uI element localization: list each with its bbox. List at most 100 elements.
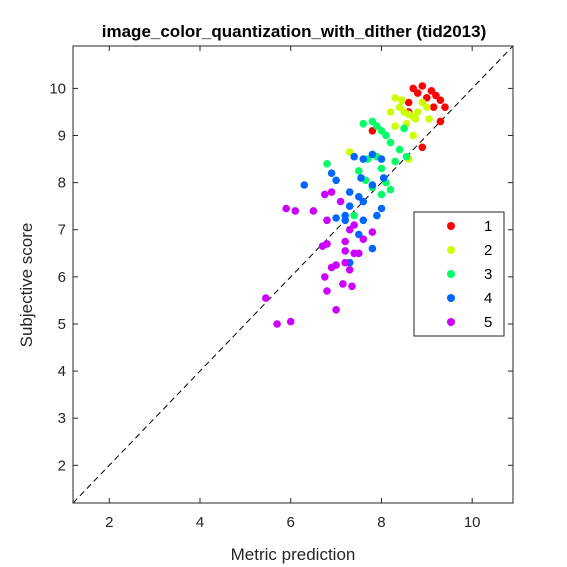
x-tick-label: 2 (105, 514, 113, 531)
tick-labels: 2 4 6 8 10 2 3 4 5 6 7 8 9 10 (49, 80, 480, 531)
data-point-series-5 (321, 190, 329, 199)
data-point-series-5 (345, 225, 354, 234)
data-point-series-2 (395, 103, 404, 111)
data-point-series-5 (341, 258, 350, 267)
y-axis-label: Subjective score (17, 223, 36, 348)
data-point-series-5 (321, 273, 329, 281)
x-axis-label: Metric prediction (231, 545, 356, 564)
data-point-series-4 (373, 211, 381, 220)
data-point-series-2 (423, 103, 431, 111)
data-point-series-2 (413, 108, 422, 116)
data-point-series-2 (411, 115, 420, 123)
y-tick-label: 6 (58, 269, 66, 286)
legend-marker-4 (447, 294, 455, 302)
data-point-series-2 (345, 148, 354, 156)
legend-entry-3: 3 (484, 266, 492, 283)
legend-box (413, 211, 505, 337)
data-point-series-2 (398, 96, 406, 104)
y-tick-label: 10 (49, 80, 66, 97)
data-point-series-1 (436, 96, 445, 104)
data-point-series-4 (377, 155, 386, 163)
data-point-series-4 (368, 181, 377, 189)
data-point-series-3 (377, 190, 386, 199)
x-tick-label: 8 (377, 514, 385, 531)
data-point-series-5 (286, 317, 295, 326)
y-tick-label: 9 (58, 128, 66, 145)
data-point-series-5 (348, 282, 356, 291)
data-point-series-4 (355, 193, 363, 201)
data-point-series-3 (395, 145, 404, 154)
y-tick-label: 7 (58, 222, 66, 239)
chart-title: image_color_quantization_with_dither (ti… (102, 22, 486, 41)
data-point-series-4 (332, 176, 340, 185)
data-point-series-2 (409, 131, 418, 140)
data-point-series-3 (386, 138, 395, 147)
data-point-series-3 (359, 119, 368, 128)
data-point-series-3 (355, 167, 363, 175)
data-point-series-5 (339, 280, 347, 288)
axes (72, 45, 514, 504)
data-point-series-3 (323, 160, 331, 168)
data-point-series-5 (273, 320, 281, 328)
data-point-series-5 (341, 247, 350, 255)
data-point-series-4 (379, 174, 388, 182)
legend-entry-1: 1 (484, 218, 492, 235)
data-point-series-5 (359, 235, 368, 243)
data-point-series-4 (368, 150, 377, 159)
data-point-series-4 (368, 244, 377, 253)
x-tick-label: 4 (196, 514, 204, 531)
data-point-series-1 (404, 98, 413, 107)
data-point-series-3 (386, 185, 395, 194)
data-point-series-5 (332, 306, 340, 314)
data-point-series-4 (332, 214, 340, 222)
data-point-series-5 (332, 261, 340, 269)
data-point-series-3 (391, 157, 399, 166)
data-point-series-4 (355, 230, 363, 239)
data-point-series-4 (359, 216, 368, 225)
data-point-series-5 (350, 221, 359, 229)
data-point-series-3 (373, 122, 381, 130)
data-point-series-2 (386, 108, 395, 116)
data-points (262, 82, 449, 328)
data-point-series-1 (423, 94, 431, 102)
data-point-series-4 (300, 181, 309, 189)
data-point-series-2 (391, 122, 399, 130)
data-point-series-2 (418, 98, 427, 107)
data-point-series-3 (377, 164, 386, 173)
data-point-series-1 (441, 103, 449, 111)
data-point-series-1 (432, 91, 440, 100)
data-point-series-5 (323, 216, 331, 225)
data-point-series-5 (323, 287, 331, 295)
data-point-series-5 (291, 207, 300, 215)
data-point-series-3 (377, 127, 386, 135)
legend-entry-2: 2 (484, 242, 492, 259)
legend-marker-3 (447, 270, 455, 278)
data-point-series-1 (429, 103, 438, 111)
data-point-series-1 (427, 87, 436, 95)
data-point-series-5 (368, 228, 377, 236)
legend-entry-4: 4 (484, 290, 492, 307)
y-tick-label: 2 (58, 457, 66, 474)
legend-entry-5: 5 (484, 314, 492, 331)
data-point-series-4 (345, 202, 354, 210)
data-point-series-4 (327, 169, 336, 177)
data-point-series-1 (413, 89, 422, 97)
data-point-series-4 (377, 204, 386, 213)
x-tick-label: 10 (464, 514, 481, 531)
data-point-series-1 (418, 82, 427, 90)
data-point-series-5 (355, 249, 363, 258)
data-point-series-3 (368, 117, 377, 126)
legend-marker-5 (447, 318, 455, 326)
legend-marker-2 (447, 246, 455, 254)
data-point-series-3 (382, 131, 390, 140)
data-point-series-3 (350, 211, 359, 220)
data-point-series-5 (336, 197, 345, 206)
data-point-series-5 (309, 207, 318, 215)
data-point-series-4 (345, 188, 354, 196)
data-point-series-4 (357, 174, 365, 182)
data-point-series-4 (341, 211, 350, 220)
y-tick-label: 5 (58, 316, 66, 333)
reference-line (72, 45, 514, 504)
data-point-series-5 (341, 237, 350, 246)
